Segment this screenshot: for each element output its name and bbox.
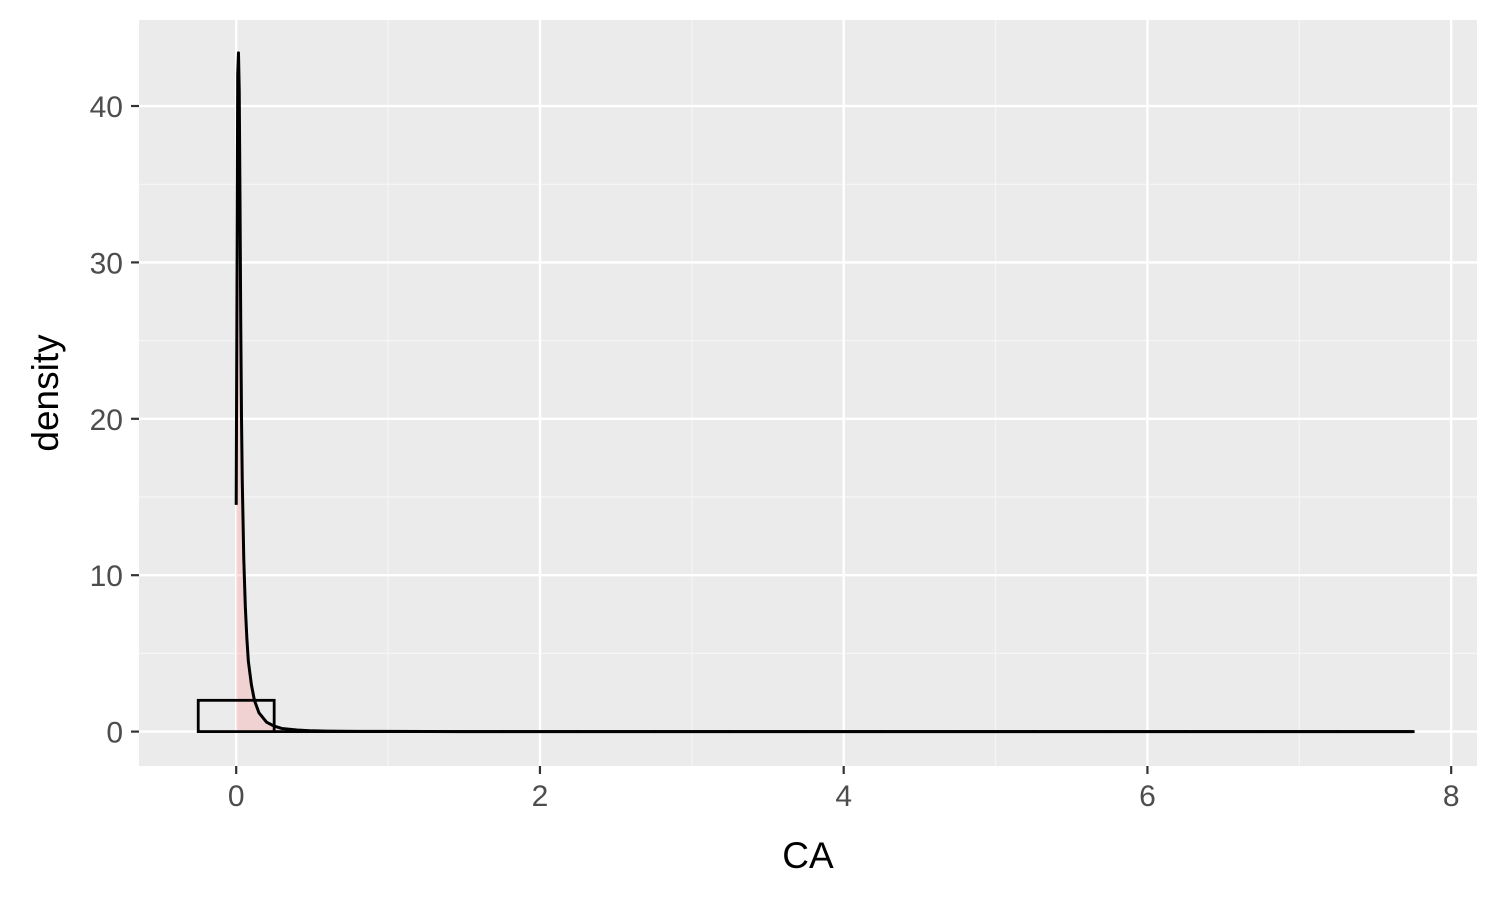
x-tick-label: 8: [1443, 780, 1460, 813]
y-tick-label: 10: [90, 560, 123, 593]
y-tick-label: 0: [106, 717, 123, 750]
x-tick-label: 0: [228, 780, 245, 813]
x-axis-title: CA: [782, 835, 834, 876]
y-tick-label: 20: [90, 404, 123, 437]
x-tick-label: 6: [1139, 780, 1156, 813]
x-tick-label: 2: [532, 780, 549, 813]
x-axis: 0 2 4 6 8: [228, 766, 1460, 813]
y-axis-title: density: [25, 334, 66, 452]
y-tick-label: 30: [90, 247, 123, 280]
x-tick-label: 4: [835, 780, 852, 813]
y-tick-label: 40: [90, 91, 123, 124]
plot-panel: [139, 20, 1477, 766]
y-axis: 0 10 20 30 40: [90, 91, 139, 750]
